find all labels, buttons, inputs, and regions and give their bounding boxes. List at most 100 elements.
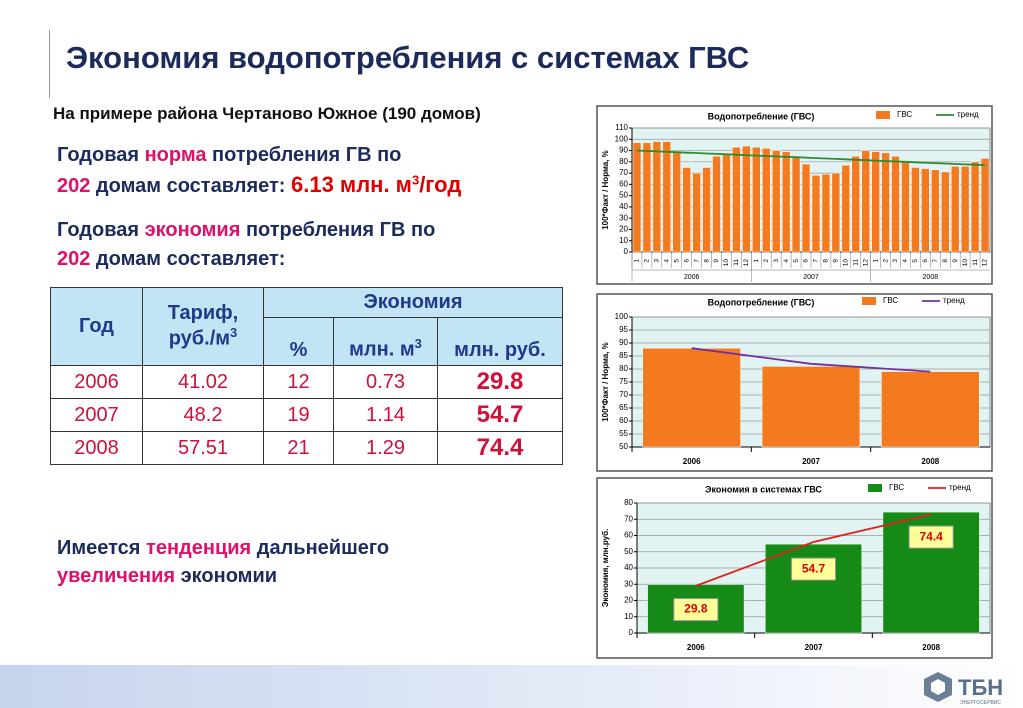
text: млн. м	[349, 339, 415, 361]
y-tick-label: 65	[619, 403, 628, 412]
x-tick-label: 6	[683, 259, 690, 263]
x-tick-label: 2007	[802, 457, 820, 466]
bar	[771, 150, 781, 253]
x-tick-label: 2007	[805, 643, 823, 652]
legend-label: ГВС	[883, 296, 898, 305]
bar	[960, 166, 970, 253]
bar	[652, 141, 662, 253]
bar	[722, 153, 731, 253]
bar	[712, 155, 721, 253]
y-tick-label: 70	[619, 390, 628, 399]
table-cell: 1.29	[333, 431, 438, 465]
legend-swatch	[868, 484, 882, 492]
bar	[941, 171, 950, 253]
x-tick-label: 1	[872, 259, 879, 263]
x-tick-label: 9	[833, 259, 840, 263]
legend-swatch	[876, 111, 890, 119]
x-tick-label: 8	[703, 259, 710, 263]
x-tick-label: 7	[693, 259, 700, 263]
text: Имеется	[57, 537, 147, 559]
savings-table: Год Тариф, руб./м3 Экономия % млн. м3 мл…	[50, 287, 563, 465]
y-tick-label: 10	[624, 612, 633, 621]
x-tick-label: 4	[664, 259, 671, 263]
text: 3	[411, 172, 420, 188]
x-tick-label: 5	[912, 259, 919, 263]
y-tick-label: 90	[619, 338, 628, 347]
x-tick-label: 11	[733, 259, 740, 266]
table-row: 2007 48.2 19 1.14 54.7	[50, 398, 563, 432]
y-tick-label: 0	[629, 628, 634, 637]
bar	[662, 141, 672, 253]
text: Тариф, руб./м	[167, 302, 239, 350]
y-axis-label: 100*Факт / Норма, %	[601, 150, 610, 230]
y-axis-label: Экономия, млн.руб.	[601, 529, 610, 608]
data-label-box	[673, 598, 719, 622]
y-tick-label: 60	[619, 416, 628, 425]
bar	[781, 151, 791, 253]
legend-label: тренд	[957, 110, 979, 119]
text: потребления ГВ по	[240, 219, 436, 241]
text: экономия	[144, 219, 241, 241]
savings-line2: 202 домам составляет:	[57, 248, 285, 271]
text: домам составляет:	[90, 248, 286, 270]
x-tick-label: 8	[823, 259, 830, 263]
table-cell: 74.4	[437, 431, 563, 465]
y-tick-label: 85	[619, 351, 628, 360]
table-cell: 57.51	[142, 431, 264, 465]
x-tick-label: 6	[803, 259, 810, 263]
y-tick-label: 100	[615, 134, 629, 143]
x-tick-label: 11	[972, 259, 979, 266]
bar	[901, 161, 910, 253]
y-tick-label: 80	[624, 498, 633, 507]
bar	[742, 145, 751, 253]
bar	[911, 167, 920, 253]
x-tick-label: 2008	[922, 643, 940, 652]
bar	[632, 142, 642, 253]
bar	[841, 164, 851, 253]
y-tick-label: 20	[619, 225, 628, 234]
table-row: 2006 41.02 12 0.73 29.8	[50, 365, 563, 399]
x-tick-label: 10	[723, 259, 730, 267]
text: 6.13 млн. м	[290, 172, 412, 197]
y-tick-label: 50	[619, 442, 628, 451]
bar	[791, 155, 801, 253]
y-tick-label: 50	[624, 547, 633, 556]
y-tick-label: 75	[619, 377, 628, 386]
conclusion-line2: увеличения экономии	[57, 565, 277, 588]
chart-title: Водопотребление (ГВС)	[708, 111, 815, 121]
bar	[921, 168, 930, 253]
text: 202	[57, 248, 91, 270]
text: дальнейшего	[251, 537, 390, 559]
bar	[821, 173, 831, 253]
logo-icon	[924, 672, 952, 702]
x-tick-label: 7	[813, 259, 820, 263]
x-tick-label: 3	[654, 259, 661, 263]
header-cell: Экономия	[263, 287, 563, 318]
y-tick-label: 60	[624, 531, 633, 540]
x-tick-label: 3	[773, 259, 780, 263]
x-tick-label: 2	[644, 259, 651, 263]
data-label: 54.7	[802, 561, 826, 575]
x-tick-label: 3	[892, 259, 899, 263]
text: увеличения	[57, 565, 176, 587]
bar	[672, 152, 681, 253]
bar	[950, 166, 960, 253]
text: потребления ГВ по	[206, 144, 402, 166]
legend-label: тренд	[949, 483, 971, 492]
table-cell: 19	[263, 398, 334, 432]
bar	[752, 146, 761, 253]
legend-swatch	[862, 297, 876, 305]
legend-label: ГВС	[889, 483, 904, 492]
x-tick-label: 1	[634, 259, 641, 263]
text: экономии	[175, 565, 278, 587]
header-cell: млн. руб.	[437, 317, 563, 366]
x-tick-label: 12	[982, 259, 989, 267]
plot-area	[631, 127, 991, 253]
text: /год	[419, 172, 462, 197]
y-tick-label: 50	[619, 191, 628, 200]
bar	[891, 155, 900, 253]
header-cell: млн. м3	[333, 317, 438, 366]
x-tick-label: 2	[882, 259, 889, 263]
